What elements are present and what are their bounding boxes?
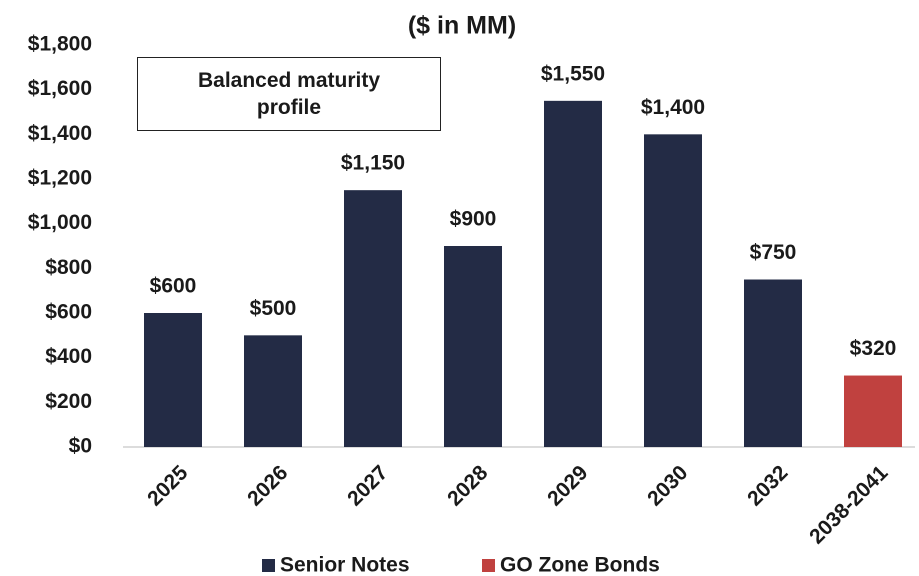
x-tick-label: 2028 — [443, 461, 493, 511]
bar — [644, 134, 702, 448]
bar — [744, 279, 802, 447]
x-tick-label: 2038-2041 — [805, 461, 893, 549]
y-tick-label: $1,200 — [28, 167, 92, 190]
x-tick-label: 2029 — [543, 461, 592, 510]
y-tick-label: $1,000 — [28, 211, 92, 234]
x-tick-label: 2030 — [643, 461, 692, 510]
bar — [244, 335, 302, 447]
value-label: $600 — [150, 275, 197, 298]
annotation-box: Balanced maturity profile — [137, 57, 441, 131]
bar — [344, 190, 402, 447]
value-label: $1,150 — [341, 152, 405, 175]
y-tick-label: $400 — [45, 345, 92, 368]
y-tick-label: $800 — [45, 256, 92, 279]
legend-swatch — [482, 559, 495, 572]
legend-swatch — [262, 559, 275, 572]
bar — [144, 313, 202, 447]
value-label: $900 — [450, 208, 497, 231]
y-tick-label: $200 — [45, 390, 92, 413]
x-tick-label: 2026 — [243, 461, 292, 510]
bar — [444, 246, 502, 447]
y-tick-label: $600 — [45, 301, 92, 324]
value-label: $1,550 — [541, 62, 605, 85]
x-tick-label: 2027 — [343, 461, 392, 510]
y-tick-label: $1,400 — [28, 122, 92, 145]
legend-label: GO Zone Bonds — [500, 554, 660, 576]
value-label: $750 — [750, 241, 797, 264]
x-tick-label: 2032 — [743, 461, 792, 510]
bar — [844, 375, 902, 447]
value-label: $1,400 — [641, 96, 705, 119]
chart-title: ($ in MM) — [408, 12, 516, 40]
x-tick-label: 2025 — [143, 461, 193, 511]
value-label: $500 — [250, 297, 297, 320]
value-label: $320 — [850, 337, 897, 360]
y-tick-label: $0 — [69, 435, 92, 458]
y-tick-label: $1,800 — [28, 33, 92, 56]
y-tick-label: $1,600 — [28, 77, 92, 100]
bar — [544, 100, 602, 447]
legend-label: Senior Notes — [280, 554, 410, 576]
